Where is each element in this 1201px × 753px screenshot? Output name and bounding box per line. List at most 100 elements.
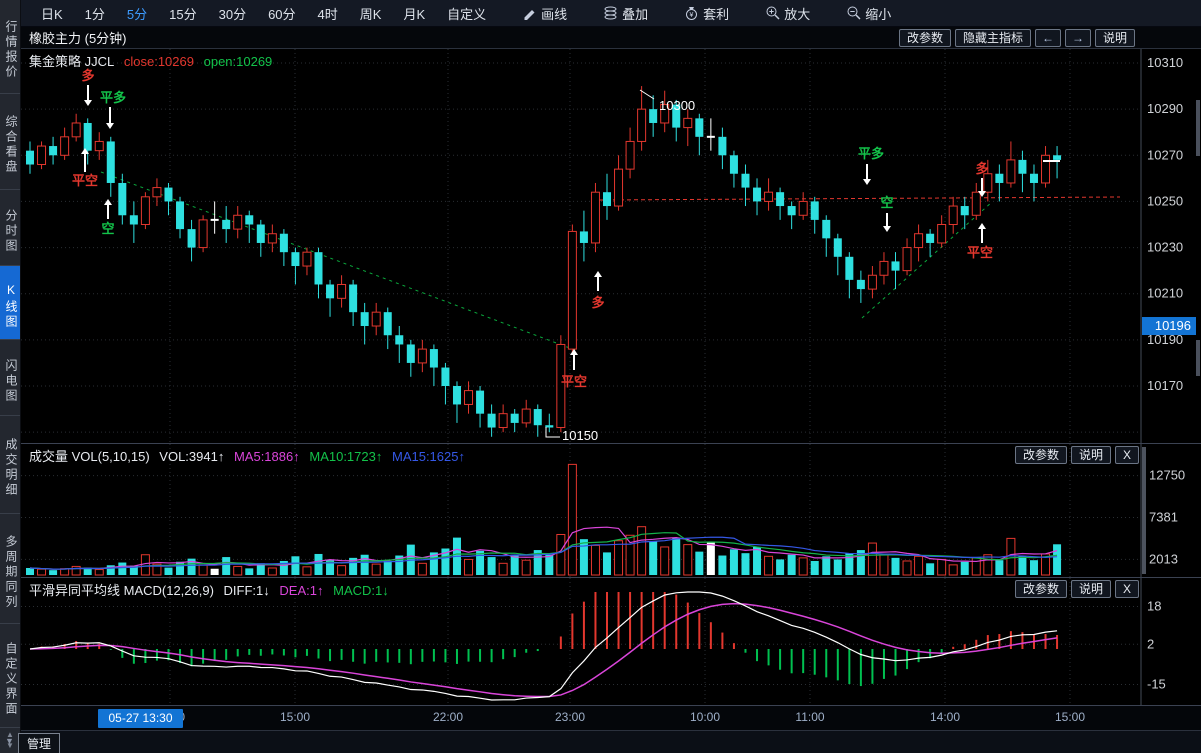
volume-bar-up — [983, 554, 993, 576]
volume-close-button[interactable]: X — [1114, 446, 1139, 464]
sidebar-item-多周期同列[interactable]: 多周期同列 — [0, 514, 20, 624]
manage-button[interactable]: 管理 — [18, 733, 61, 753]
tool-button-缩小[interactable]: 缩小 — [836, 1, 901, 26]
macd-chart-canvas[interactable]: 18 2 -15 — [21, 578, 1201, 705]
candle-body-down — [441, 367, 450, 386]
period-button-自定义[interactable]: 自定义 — [447, 6, 487, 22]
volume-bar-up — [267, 567, 277, 576]
volume-bar-down — [326, 560, 335, 575]
time-tick-label: 15:00 — [1054, 710, 1086, 724]
period-button-15分[interactable]: 15分 — [169, 6, 197, 22]
signal-arrow-up-icon — [570, 349, 578, 355]
period-button-4时[interactable]: 4时 — [317, 6, 338, 22]
volume-bar-down — [279, 560, 288, 575]
collapse-panel-icon[interactable]: ▼ — [5, 736, 14, 746]
ma10-line — [29, 532, 1058, 570]
candle-body-up — [590, 191, 600, 244]
zoom-in-icon — [766, 6, 780, 20]
macd-pane[interactable]: 18 2 -15 平滑异同平均线 MACD(12,26,9) DIFF:1↓ DEA… — [21, 577, 1201, 705]
scroll-right-button[interactable]: → — [1064, 29, 1091, 47]
tool-button-放大[interactable]: 放大 — [755, 1, 820, 26]
volume-help-button[interactable]: 说明 — [1070, 446, 1111, 464]
moneybag-icon: ¥ — [686, 7, 698, 20]
candle-body-down — [106, 141, 115, 183]
volume-bar-down — [960, 561, 969, 575]
svg-text:10196: 10196 — [1155, 318, 1191, 333]
signal-arrow-down-icon — [883, 226, 891, 232]
signal-arrow-up-icon — [594, 271, 602, 277]
candle-body-down — [83, 122, 92, 151]
time-axis[interactable]: 14:0015:0022:0023:0010:0011:0014:0015:00… — [21, 705, 1201, 731]
dea-line — [29, 602, 1058, 698]
candle-body-up — [637, 108, 647, 142]
macd-change-params-button[interactable]: 改参数 — [1014, 580, 1067, 598]
macd-close-button[interactable]: X — [1114, 580, 1139, 598]
volume-bar-up — [683, 544, 693, 576]
candle-body-up — [764, 191, 774, 202]
price-note-10150: 10150 — [562, 428, 598, 443]
candle-body-down — [533, 409, 542, 426]
volume-chart-canvas[interactable]: 12750 7381 2013 — [21, 444, 1201, 577]
time-tick-label: 11:00 — [795, 710, 825, 724]
sidebar-item-综合看盘[interactable]: 综合看盘 — [0, 94, 20, 190]
candle-body-up — [798, 200, 808, 216]
scroll-down-icon[interactable]: ▼ — [6, 741, 14, 750]
signal-label-多: 多 — [81, 68, 94, 83]
volume-pane[interactable]: 12750 7381 2013 成交量 VOL(5,10,15) VOL:3941↑… — [21, 443, 1201, 577]
candle-body-down — [995, 173, 1004, 183]
period-button-月K[interactable]: 月K — [403, 6, 426, 22]
strategy-close-value: close:10269 — [123, 54, 194, 69]
sidebar-item-K线图[interactable]: K线图 — [0, 266, 20, 340]
volume-bar-down — [118, 562, 127, 575]
period-button-周K[interactable]: 周K — [359, 6, 382, 22]
sidebar-item-自定义界面[interactable]: 自定义界面 — [0, 624, 20, 728]
tool-label: 叠加 — [622, 6, 649, 22]
right-scrollbar-thumb[interactable] — [1196, 100, 1200, 156]
right-scrollbar-thumb[interactable] — [1196, 340, 1200, 376]
help-button[interactable]: 说明 — [1094, 29, 1135, 47]
signal-label-平多: 平多 — [100, 90, 126, 105]
volume-bar-up — [637, 526, 647, 576]
sidebar-item-分时图[interactable]: 分时图 — [0, 190, 20, 266]
tool-button-叠加[interactable]: 叠加 — [593, 1, 658, 26]
strategy-indicator-label: 集金策略 JJCL close:10269 open:10269 — [29, 51, 278, 70]
volume-bar-down — [718, 555, 727, 575]
sidebar-item-行情报价[interactable]: 行情报价 — [0, 0, 20, 94]
candlestick-chart-pane[interactable]: 多平多 平空空多平空 平多空多平空 10300 10150 10310 10290 10270… — [21, 49, 1201, 443]
tool-button-画线[interactable]: 画线 — [512, 1, 577, 26]
volume-bar-down — [649, 541, 658, 575]
volume-bar-down — [729, 549, 738, 575]
macd-help-button[interactable]: 说明 — [1070, 580, 1111, 598]
candle-body-up — [902, 247, 912, 272]
candle-body-up — [1041, 154, 1051, 184]
sidebar-item-成交明细[interactable]: 成交明细 — [0, 416, 20, 514]
period-button-30分[interactable]: 30分 — [218, 6, 247, 22]
volume-bar-up — [521, 559, 531, 576]
hide-main-indicator-button[interactable]: 隐藏主指标 — [954, 29, 1031, 47]
period-button-日K[interactable]: 日K — [41, 6, 63, 22]
change-params-button[interactable]: 改参数 — [898, 29, 951, 47]
period-button-1分[interactable]: 1分 — [84, 6, 105, 22]
crosshair-price-tag — [1142, 317, 1196, 336]
strategy-open-value: open:10269 — [203, 54, 273, 69]
candle-body-down — [1053, 155, 1062, 160]
volume-bar-down — [49, 570, 58, 575]
macd-axis: 18 2 -15 — [1140, 578, 1166, 705]
period-button-60分[interactable]: 60分 — [268, 6, 296, 22]
volume-bar-down — [360, 554, 369, 575]
candle-body-up — [37, 145, 47, 166]
volume-change-params-button[interactable]: 改参数 — [1014, 446, 1067, 464]
price-axis-label: 10210 — [1147, 286, 1183, 301]
sidebar-item-闪电图[interactable]: 闪电图 — [0, 340, 20, 416]
volume-bar-down — [856, 550, 865, 575]
candle-body-down — [1029, 173, 1038, 183]
tool-button-套利[interactable]: ¥ 套利 — [674, 1, 739, 26]
candle-body-down — [256, 224, 265, 243]
candle-body-down — [1018, 159, 1027, 174]
candle-body-down — [279, 233, 288, 253]
scroll-up-icon[interactable]: ▲ — [6, 730, 14, 739]
candlestick-chart-canvas[interactable]: 多平多平空空多平空平多空多平空1030010150103101029010270… — [21, 49, 1201, 443]
candle-body-up — [498, 413, 508, 429]
scroll-left-button[interactable]: ← — [1034, 29, 1061, 47]
period-button-5分[interactable]: 5分 — [126, 6, 148, 22]
